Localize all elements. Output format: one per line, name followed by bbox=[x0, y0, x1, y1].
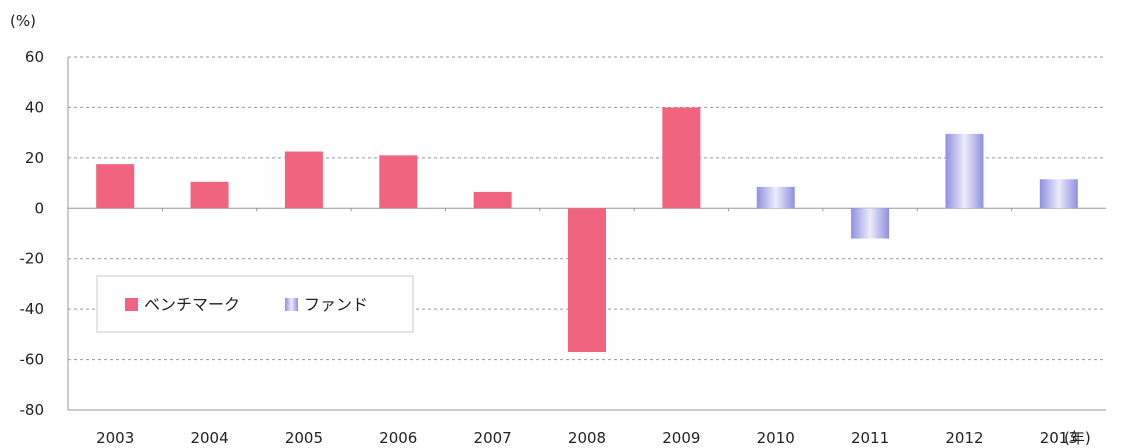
x-tick-label: 2009 bbox=[662, 429, 700, 447]
y-tick-label: -80 bbox=[20, 401, 45, 419]
y-tick-label: -40 bbox=[20, 300, 45, 318]
bar-fund bbox=[1039, 179, 1078, 209]
bar-fund bbox=[756, 186, 795, 209]
y-tick-label: -20 bbox=[20, 250, 45, 268]
x-tick-label: 2007 bbox=[474, 429, 512, 447]
x-tick-label: 2011 bbox=[851, 429, 889, 447]
y-unit-label: (%) bbox=[10, 12, 36, 30]
legend-label-fund: ファンド bbox=[304, 295, 368, 314]
x-tick-label: 2008 bbox=[568, 429, 606, 447]
x-tick-label: 2003 bbox=[96, 429, 134, 447]
bar-benchmark bbox=[568, 208, 606, 353]
y-tick-label: 60 bbox=[25, 48, 44, 66]
bar-benchmark bbox=[379, 155, 418, 209]
bar-benchmark bbox=[473, 191, 512, 209]
x-tick-label: 2005 bbox=[285, 429, 323, 447]
legend-swatch-fund bbox=[285, 298, 298, 311]
legend-swatch-benchmark bbox=[125, 298, 138, 311]
x-tick-labels: 2003 2004 2005 2006 2007 2008 2009 2010 2011 2012… bbox=[96, 429, 1078, 447]
x-tick-label: 2013 bbox=[1040, 429, 1078, 447]
y-tick-label: 40 bbox=[25, 98, 44, 116]
y-tick-labels: -80 -60 -40 -20 0 20 40 60 bbox=[20, 48, 45, 419]
bar-benchmark bbox=[662, 107, 701, 209]
legend: ベンチマーク ファンド bbox=[96, 275, 414, 333]
x-tick-label: 2004 bbox=[190, 429, 228, 447]
x-tick-label: 2006 bbox=[379, 429, 417, 447]
bars bbox=[96, 107, 1078, 353]
legend-box bbox=[96, 275, 414, 333]
legend-label-benchmark: ベンチマーク bbox=[144, 295, 240, 314]
x-unit-label: (年) bbox=[1064, 429, 1091, 447]
bar-benchmark bbox=[190, 181, 229, 209]
x-tick-label: 2012 bbox=[945, 429, 983, 447]
y-tick-label: 0 bbox=[34, 199, 44, 217]
y-tick-label: -60 bbox=[20, 351, 45, 369]
x-tick-label: 2010 bbox=[757, 429, 795, 447]
bar-benchmark bbox=[96, 164, 135, 209]
bar-benchmark bbox=[284, 151, 323, 209]
bar-fund bbox=[851, 208, 890, 239]
y-tick-label: 20 bbox=[25, 149, 44, 167]
bar-fund bbox=[945, 133, 984, 209]
